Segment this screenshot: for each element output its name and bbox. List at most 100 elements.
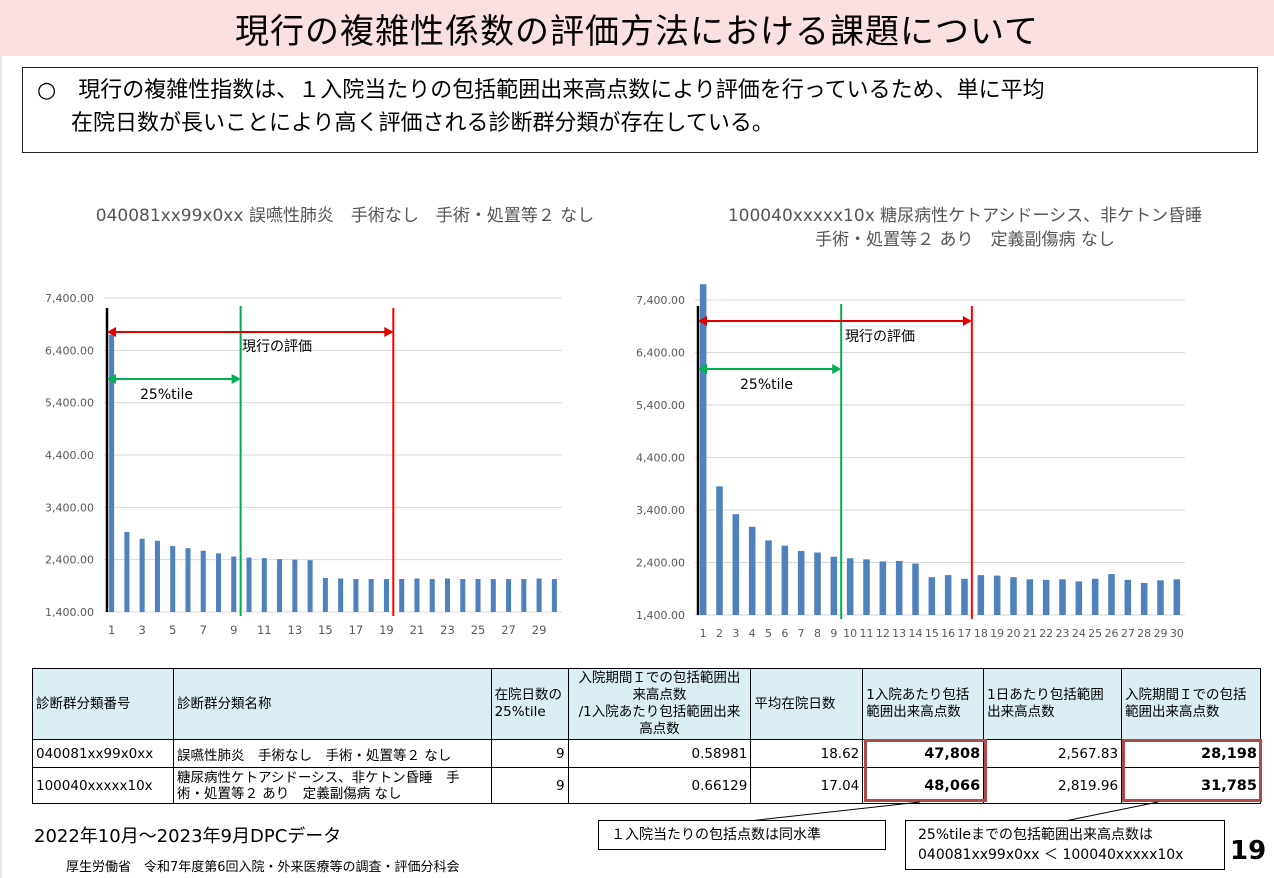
chart1-current-label: 現行の評価 (242, 339, 312, 355)
row2-code: 100040xxxxx10x (32, 767, 174, 804)
chart1-tile-label: 25%tile (140, 387, 193, 403)
chart2-xtick-label: 8 (814, 627, 821, 640)
chart1-bar (383, 579, 389, 612)
chart2-xtick-label: 14 (909, 627, 923, 640)
chart1-bar (414, 578, 420, 612)
chart1-bar (246, 557, 252, 612)
chart1-xtick-label: 13 (288, 623, 303, 637)
chart2-bar (1059, 579, 1066, 615)
intro-line-2: 在院日数が長いことにより高く評価される診断群分類が存在している。 (71, 111, 774, 136)
header-code: 診断群分類番号 (32, 668, 174, 740)
chart2-bar (765, 540, 772, 615)
chart1-bar (353, 579, 359, 612)
chart2-bar (1042, 579, 1050, 615)
header-ratio: 入院期間Ｉでの包括範囲出 来高点数/1入院あたり包括範囲出来 高点数 (567, 668, 752, 740)
chart1-xtick-label: 7 (200, 623, 207, 637)
chart1-bar (322, 577, 328, 612)
page-title-text: 現行の複雑性係数の評価方法における課題について (235, 11, 1039, 52)
chart2-xtick-label: 6 (781, 627, 788, 640)
chart2-bar (846, 558, 854, 615)
chart2-xtick-label: 25 (1088, 627, 1102, 640)
chart2-bar (1140, 582, 1148, 615)
chart1-bar (444, 578, 451, 612)
page-number: 19 (1230, 836, 1267, 866)
row2-per-day: 2,819.96 (983, 767, 1123, 804)
chart1-title: 040081xx99x0xx 誤嚥性肺炎 手術なし 手術・処置等２ なし (40, 204, 650, 228)
chart1-bar (109, 334, 115, 612)
chart1-xtick-label: 17 (349, 623, 364, 637)
chart2-xtick-label: 10 (843, 627, 857, 640)
chart2-bar (699, 284, 707, 615)
chart2-xtick-label: 29 (1154, 627, 1168, 640)
chart2-ytick-label: 4,400.00 (636, 452, 685, 465)
chart2-xtick-label: 2 (716, 627, 723, 640)
chart1-title-text: 040081xx99x0xx 誤嚥性肺炎 手術なし 手術・処置等２ なし (95, 206, 595, 226)
chart2-current-label: 現行の評価 (845, 329, 915, 345)
chart2-bar (830, 556, 838, 615)
chart2-bar (1026, 579, 1034, 615)
chart1-bar (231, 556, 237, 612)
page-left-rule (0, 56, 2, 878)
chart1-bar (124, 531, 130, 612)
chart2-xtick-label: 5 (765, 627, 772, 640)
chart2-xtick-label: 11 (860, 627, 874, 640)
chart2-xtick-label: 15 (925, 627, 939, 640)
chart1-xtick-label: 19 (379, 623, 394, 637)
chart2-xtick-label: 27 (1121, 627, 1135, 640)
chart1-bar (215, 553, 222, 612)
chart1-xtick-label: 23 (440, 623, 455, 637)
row1-avg-days: 18.62 (750, 739, 864, 768)
chart2-xtick-label: 7 (798, 627, 805, 640)
chart1-xtick-label: 21 (410, 623, 425, 637)
chart2-xtick-label: 3 (732, 627, 739, 640)
chart2-bar (961, 578, 968, 615)
chart1-bar (551, 579, 557, 612)
chart2-bar (1075, 581, 1083, 615)
chart1-current-arrow (107, 327, 394, 337)
chart1-bar (460, 579, 466, 612)
chart1-xtick-label: 29 (532, 623, 547, 637)
chart1-xtick-label: 3 (139, 623, 146, 637)
chart1-xtick-label: 27 (501, 623, 516, 637)
chart1-bar (536, 578, 542, 612)
chart2-xtick-label: 24 (1072, 627, 1086, 640)
chart2-bar (716, 486, 723, 615)
table-row: 100040xxxxx10x 糖尿病性ケトアシドーシス、非ケトン昏睡 手術・処置… (32, 767, 1261, 804)
highlight-per-admission (864, 739, 987, 802)
chart2-xtick-label: 26 (1105, 627, 1119, 640)
chart2-xtick-label: 13 (892, 627, 906, 640)
row1-per-day: 2,567.83 (983, 739, 1123, 768)
chart1-tile-arrow (107, 374, 241, 384)
callout-right: 25%tileまでの包括範囲出来高点数は 040081xx99x0xx ＜ 10… (905, 820, 1225, 870)
chart2-xtick-label: 22 (1039, 627, 1053, 640)
page-title: 現行の複雑性係数の評価方法における課題について (0, 0, 1274, 56)
chart2-ytick-label: 3,400.00 (636, 504, 685, 517)
intro-line-1: ○ 現行の複雑性指数は、１入院当たりの包括範囲出来高点数により評価を行っているた… (37, 78, 1045, 103)
row2-ratio: 0.66129 (567, 767, 752, 804)
chart1-bar (521, 579, 527, 612)
chart2-ytick-label: 7,400.00 (636, 294, 685, 307)
chart2-xtick-label: 28 (1137, 627, 1151, 640)
chart2-tile-arrow (698, 364, 842, 374)
chart2-bar (879, 561, 887, 615)
chart2-bar (993, 575, 1001, 615)
chart2-xtick-label: 1 (700, 627, 707, 640)
chart2-bar (895, 560, 903, 615)
intro-box: ○ 現行の複雑性指数は、１入院当たりの包括範囲出来高点数により評価を行っているた… (22, 67, 1258, 153)
header-tile25: 在院日数の 25%tile (490, 668, 569, 740)
chart2-xtick-label: 18 (974, 627, 988, 640)
chart2-bar (912, 563, 919, 615)
chart1-bar (292, 559, 298, 612)
chart2-svg: 1,400.00 2,400.00 3,400.00 4,400.00 5,400.00… (636, 284, 1185, 640)
chart1-bar (139, 538, 145, 612)
row2-tile25: 9 (490, 767, 569, 804)
chart1-bar (185, 548, 191, 612)
chart1-bar (154, 540, 160, 612)
header-avg-days: 平均在院日数 (750, 668, 864, 740)
chart1-bar (399, 579, 405, 612)
chart2-tile-label: 25%tile (740, 377, 793, 393)
chart2-bar (1091, 578, 1099, 615)
chart2-bar (781, 545, 789, 615)
chart2-bar (748, 526, 756, 615)
